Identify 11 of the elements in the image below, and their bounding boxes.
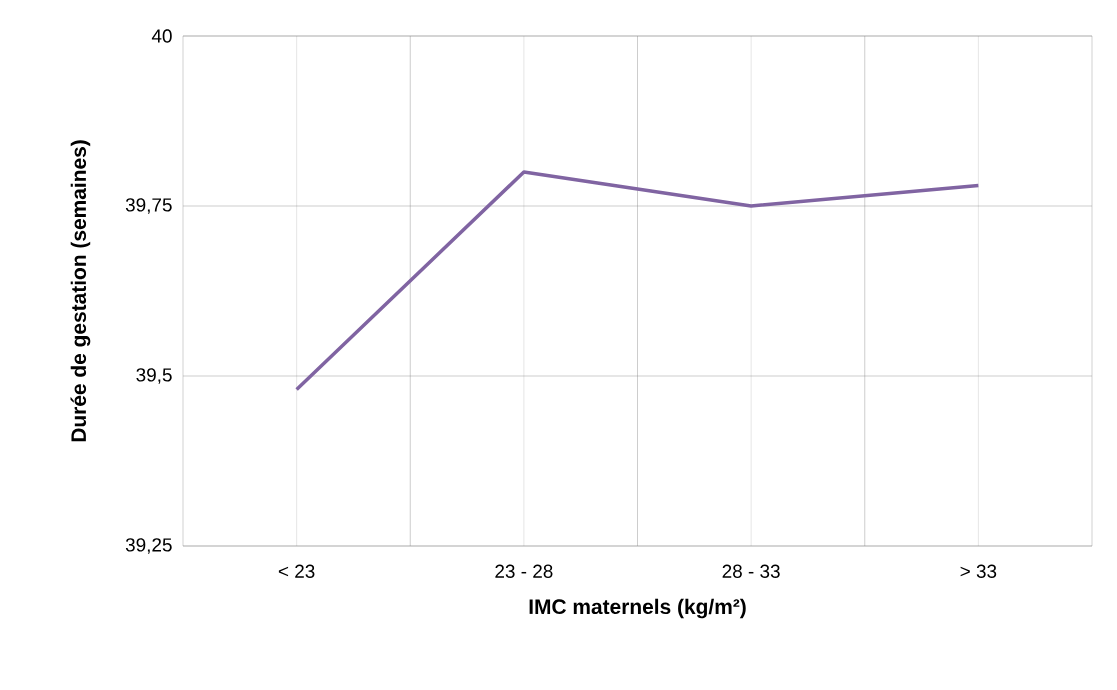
line-series: [294, 170, 981, 392]
x-tick-label: 23 - 28: [495, 564, 553, 578]
x-tick-label: > 33: [960, 564, 997, 578]
y-tick-label: 40: [151, 29, 172, 43]
y-tick-label: 39,75: [125, 198, 172, 214]
x-axis-title: IMC maternels (kg/m²): [529, 598, 746, 619]
y-tick-label: 39,5: [136, 368, 172, 384]
x-tick-label: < 23: [278, 564, 315, 578]
x-tick-label: 28 - 33: [722, 564, 780, 578]
y-axis-title: Durée de gestation (semaines): [70, 140, 91, 442]
y-tick-label: 39,25: [125, 538, 172, 554]
